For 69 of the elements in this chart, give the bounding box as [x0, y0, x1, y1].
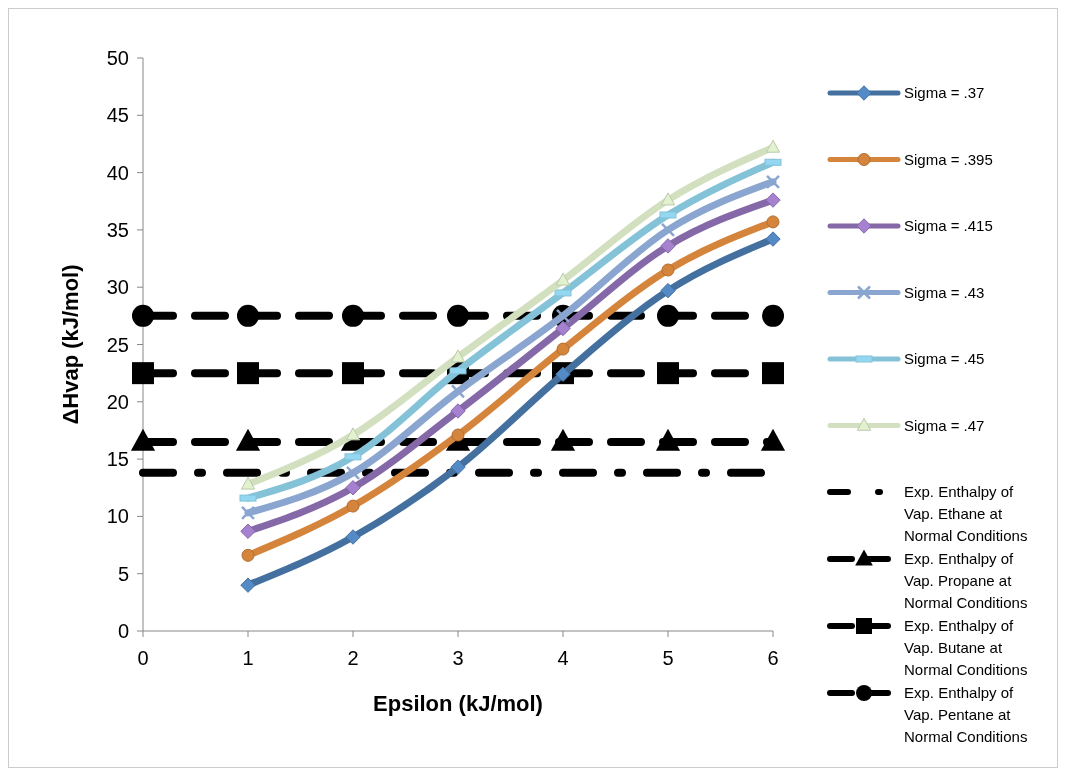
point	[345, 427, 361, 441]
x-tick-label: 6	[767, 647, 779, 669]
point	[555, 320, 571, 337]
point	[556, 342, 570, 356]
legend-label: Sigma = .37	[904, 84, 985, 101]
legend-label: Sigma = .45	[904, 350, 985, 367]
x-tick-label: 0	[137, 647, 149, 669]
y-tick-label: 0	[117, 620, 129, 642]
x-tick-label: 4	[557, 647, 569, 669]
point	[762, 304, 784, 327]
point	[345, 465, 361, 481]
point	[762, 362, 784, 385]
point	[765, 231, 781, 247]
point	[132, 304, 154, 327]
point	[241, 548, 255, 562]
y-tick-label: 25	[106, 333, 129, 356]
point	[657, 362, 679, 385]
point	[345, 529, 361, 545]
point	[240, 476, 256, 490]
point	[660, 222, 676, 238]
legend-label: Sigma = .395	[904, 150, 993, 168]
point	[661, 263, 675, 277]
point	[451, 428, 465, 442]
point	[450, 459, 466, 475]
point	[657, 304, 679, 327]
point	[240, 523, 256, 539]
x-tick-label: 3	[452, 647, 464, 669]
x-tick-label: 5	[662, 647, 674, 669]
point	[765, 192, 781, 208]
point	[555, 272, 571, 286]
y-tick-label: 15	[106, 448, 129, 471]
y-tick-label: 40	[106, 161, 129, 184]
legend-label: Exp. Enthalpy of Vap. Butane at Normal Conditions	[904, 617, 1028, 678]
y-tick-label: 5	[117, 562, 129, 585]
point	[345, 480, 361, 496]
point	[660, 192, 676, 206]
point	[240, 505, 256, 521]
point	[132, 362, 154, 385]
point	[765, 174, 781, 190]
point	[660, 282, 676, 299]
x-tick-label: 1	[242, 647, 254, 669]
point	[766, 215, 780, 229]
point	[450, 384, 466, 399]
x-tick-label: 2	[347, 647, 359, 669]
point	[765, 139, 781, 153]
legend-label: Exp. Enthalpy of Vap. Pentane at Normal Conditions	[904, 684, 1028, 745]
legend-label: Sigma = .47	[904, 416, 985, 434]
point	[660, 238, 676, 254]
y-tick-label: 30	[106, 276, 129, 299]
legend-label: Exp. Enthalpy of Vap. Propane at Normal Conditions	[904, 550, 1028, 611]
y-tick-label: 50	[106, 47, 129, 69]
point	[450, 403, 466, 419]
point	[237, 362, 259, 385]
point	[240, 577, 256, 593]
y-tick-label: 45	[106, 104, 129, 127]
point	[342, 304, 364, 327]
y-tick-label: 35	[106, 218, 129, 241]
point	[342, 362, 364, 385]
point	[346, 499, 360, 513]
legend-label: Sigma = .43	[904, 283, 985, 301]
x-axis-title: Epsilon (kJ/mol)	[373, 691, 543, 716]
y-tick-label: 20	[106, 390, 129, 413]
y-axis-title: ΔHvap (kJ/mol)	[58, 264, 83, 425]
legend-label: Sigma = .415	[904, 217, 993, 234]
legend-label: Exp. Enthalpy of Vap. Ethane at Normal Conditions	[904, 483, 1028, 544]
point	[237, 304, 259, 327]
point	[450, 349, 466, 363]
y-tick-label: 10	[106, 505, 129, 528]
point	[447, 304, 469, 327]
